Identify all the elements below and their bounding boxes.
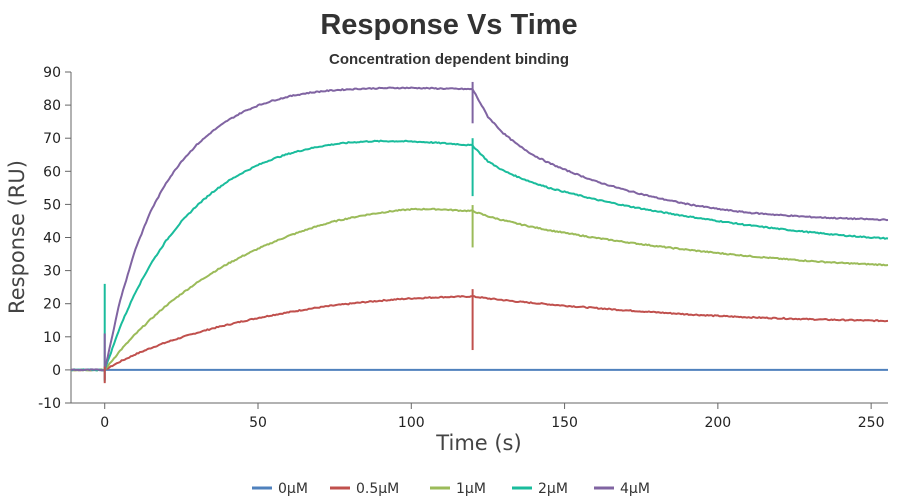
y-tick-label: 60	[43, 164, 61, 180]
series-line-1	[70, 295, 889, 372]
legend-label: 0.5μM	[356, 481, 399, 497]
y-tick-label: 90	[43, 65, 61, 81]
y-tick-label: 80	[43, 98, 61, 114]
series-layer	[70, 81, 889, 384]
x-tick-label: 0	[100, 415, 109, 431]
legend: 0μM 0.5μM 1μM 2μM 4μM	[252, 481, 650, 497]
y-axis-title: Response (RU)	[5, 160, 29, 314]
y-axis-ticks: -10 0 10 20 30 40 50 60 70 80 90	[38, 65, 71, 412]
legend-item[interactable]: 1μM	[430, 481, 486, 497]
legend-item[interactable]: 4μM	[594, 481, 650, 497]
legend-item[interactable]: 2μM	[512, 481, 568, 497]
x-tick-label: 200	[704, 415, 731, 431]
legend-label: 0μM	[278, 481, 308, 497]
y-tick-label: -10	[38, 396, 61, 412]
legend-label: 1μM	[456, 481, 486, 497]
x-tick-label: 250	[858, 415, 885, 431]
legend-item[interactable]: 0.5μM	[330, 481, 399, 497]
y-tick-label: 40	[43, 231, 61, 247]
series-line-3	[70, 139, 889, 372]
y-tick-label: 50	[43, 197, 61, 213]
series-line-4	[70, 86, 889, 372]
chart-title: Response Vs Time	[320, 9, 577, 41]
legend-label: 4μM	[620, 481, 650, 497]
x-tick-label: 50	[249, 415, 267, 431]
series-line-2	[71, 207, 889, 372]
legend-label: 2μM	[538, 481, 568, 497]
y-tick-label: 0	[52, 363, 61, 379]
legend-item[interactable]: 0μM	[252, 481, 308, 497]
y-tick-label: 30	[43, 264, 61, 280]
y-tick-label: 20	[43, 297, 61, 313]
x-tick-label: 100	[398, 415, 425, 431]
x-axis-ticks: 0 50 100 150 200 250	[100, 403, 885, 431]
y-tick-label: 10	[43, 330, 61, 346]
chart-subtitle: Concentration dependent binding	[329, 51, 569, 68]
y-tick-label: 70	[43, 131, 61, 147]
x-tick-label: 150	[551, 415, 578, 431]
x-axis-title: Time (s)	[435, 431, 521, 455]
